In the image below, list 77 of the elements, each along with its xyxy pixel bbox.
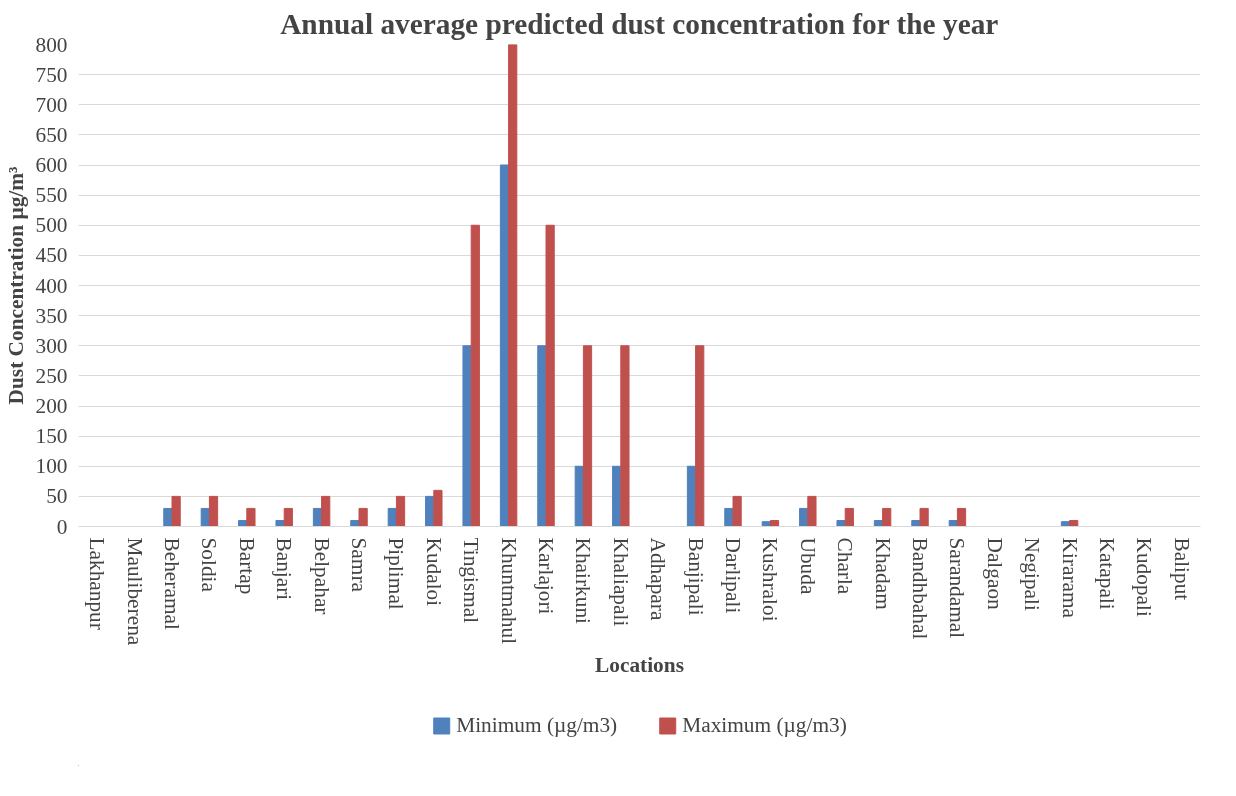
x-tick-label: Baliput: [1169, 537, 1194, 601]
x-tick-label: Bartap: [234, 537, 259, 595]
x-tick-label: Kudaloi: [421, 537, 446, 607]
x-tick-label: Adhapara: [646, 537, 671, 621]
y-tick-label: 750: [35, 62, 68, 87]
bar: [433, 489, 443, 527]
legend-label: Maximum (µg/m3): [682, 712, 847, 738]
y-tick-label: 0: [56, 514, 68, 539]
bar: [769, 519, 780, 527]
x-axis-title: Locations: [595, 653, 684, 678]
y-tick-label: 450: [35, 243, 68, 268]
y-tick-label: 700: [35, 92, 68, 117]
bar: [956, 507, 967, 527]
x-tick-label: Katapali: [1095, 537, 1119, 610]
y-tick-label: 50: [46, 484, 68, 509]
bar: [807, 495, 817, 527]
x-tick-label: Banjipali: [683, 537, 708, 616]
x-tick-label: Kushraloi: [758, 537, 783, 622]
bar: [545, 224, 555, 527]
bar: [508, 44, 518, 527]
bar: [321, 495, 331, 527]
bar: [836, 519, 846, 527]
y-tick-label: 150: [35, 424, 68, 449]
bar: [695, 345, 705, 527]
chart-title: Annual average predicted dust concentration for the year: [280, 7, 999, 40]
x-tick-label: Belpahar: [309, 537, 334, 615]
y-tick-label: 800: [35, 32, 68, 57]
legend-label: Minimum (µg/m3): [456, 712, 618, 738]
y-tick-label: 200: [35, 394, 68, 418]
y-tick-label: 400: [35, 273, 68, 298]
x-tick-label: Negipali: [1020, 537, 1045, 612]
x-tick-label: Kudopali: [1132, 537, 1157, 617]
bar: [358, 507, 368, 527]
x-tick-label: Karlajori: [534, 537, 558, 615]
bar: [283, 507, 293, 527]
y-tick-label: 650: [35, 122, 68, 147]
x-tick-label: Piplimal: [384, 537, 409, 610]
y-tick-label: 350: [35, 303, 68, 328]
y-tick-label: 300: [35, 333, 68, 358]
x-tick-label: Tingismal: [459, 537, 484, 624]
bar: [732, 495, 742, 527]
bar: [919, 507, 929, 527]
bar: [246, 507, 256, 527]
x-tick-label: Beheramal: [160, 537, 184, 630]
bar: [275, 519, 285, 527]
bar: [582, 345, 593, 527]
x-tick-label: Banjari: [272, 537, 297, 601]
y-tick-label: 550: [35, 183, 68, 208]
x-tick-label: Dalgaon: [982, 537, 1007, 611]
y-axis-title: Dust Concentration µg/m³: [3, 166, 28, 405]
bar: [844, 507, 854, 527]
y-tick-label: 100: [35, 454, 68, 479]
x-tick-label: Darlipali: [721, 537, 745, 614]
y-tick-label: 600: [35, 153, 68, 177]
bar: [882, 507, 892, 527]
bar: [462, 345, 472, 527]
x-tick-label: Ubuda: [795, 537, 820, 595]
x-tick-label: Khaliapali: [608, 537, 633, 627]
x-tick-label: Charla: [833, 537, 858, 595]
x-tick-label: Kirarama: [1057, 537, 1082, 619]
x-tick-label: Khadam: [870, 537, 895, 611]
y-tick-label: 250: [35, 363, 68, 388]
bar: [470, 224, 480, 527]
x-tick-label: Lakhanpur: [85, 537, 110, 630]
bar: [208, 495, 219, 527]
bar: [1069, 519, 1079, 527]
bar: [395, 495, 406, 527]
x-tick-label: Khuntmahul: [496, 537, 521, 645]
bar: [620, 345, 630, 527]
x-tick-label: Soldia: [197, 537, 222, 593]
y-tick-label: 500: [35, 213, 68, 238]
x-tick-label: Mauliberena: [122, 537, 147, 646]
bar: [171, 495, 181, 527]
x-tick-label: Khairkuni: [571, 537, 596, 625]
x-tick-label: Bandhbahal: [908, 537, 932, 640]
x-tick-label: Samra: [347, 537, 371, 593]
x-tick-label: Sarandamal: [945, 537, 970, 639]
